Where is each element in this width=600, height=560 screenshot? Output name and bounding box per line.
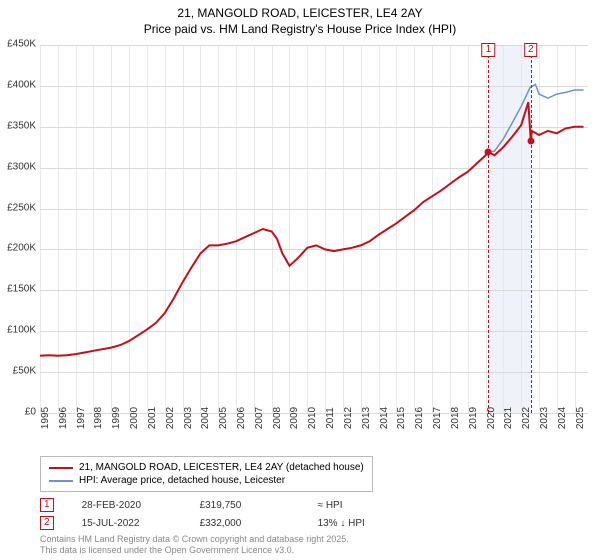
y-tick-label: £200K xyxy=(7,243,36,254)
x-tick-label: 2003 xyxy=(183,407,194,429)
x-tick-label: 1998 xyxy=(93,407,104,429)
marker-date: 28-FEB-2020 xyxy=(82,500,172,511)
footer-line2: This data is licensed under the Open Gov… xyxy=(40,545,349,556)
marker-label: 2 xyxy=(524,43,538,57)
x-tick-label: 1999 xyxy=(111,407,122,429)
y-tick-label: £150K xyxy=(7,284,36,295)
x-tick-label: 2014 xyxy=(379,407,390,429)
marker-dot xyxy=(527,138,534,145)
marker-table-row: 1 28-FEB-2020 £319,750 ≈ HPI xyxy=(40,496,408,514)
x-tick-label: 2007 xyxy=(254,407,265,429)
footer: Contains HM Land Registry data © Crown c… xyxy=(40,534,349,556)
y-axis-ticks: £0£50K£100K£150K£200K£250K£300K£350K£400… xyxy=(0,44,38,412)
chart-title: 21, MANGOLD ROAD, LEICESTER, LE4 2AY Pri… xyxy=(0,0,600,37)
y-tick-label: £250K xyxy=(7,202,36,213)
marker-line xyxy=(531,45,532,413)
y-tick-label: £300K xyxy=(7,161,36,172)
marker-dot xyxy=(485,148,492,155)
title-line1: 21, MANGOLD ROAD, LEICESTER, LE4 2AY xyxy=(0,6,600,22)
y-tick-label: £100K xyxy=(7,325,36,336)
legend-row: 21, MANGOLD ROAD, LEICESTER, LE4 2AY (de… xyxy=(49,461,364,474)
x-tick-label: 2005 xyxy=(218,407,229,429)
x-tick-label: 1996 xyxy=(58,407,69,429)
legend-label: 21, MANGOLD ROAD, LEICESTER, LE4 2AY (de… xyxy=(79,462,364,473)
marker-price: £319,750 xyxy=(200,500,290,511)
x-tick-label: 2010 xyxy=(307,407,318,429)
x-tick-label: 2012 xyxy=(343,407,354,429)
x-tick-label: 2019 xyxy=(468,407,479,429)
legend: 21, MANGOLD ROAD, LEICESTER, LE4 2AY (de… xyxy=(40,456,373,492)
legend-swatch xyxy=(49,467,73,469)
legend-row: HPI: Average price, detached house, Leic… xyxy=(49,474,364,487)
x-tick-label: 2023 xyxy=(539,407,550,429)
legend-label: HPI: Average price, detached house, Leic… xyxy=(79,475,285,486)
y-tick-label: £350K xyxy=(7,120,36,131)
x-tick-label: 2025 xyxy=(575,407,586,429)
legend-swatch xyxy=(49,480,73,482)
x-tick-label: 2020 xyxy=(486,407,497,429)
x-tick-label: 2002 xyxy=(165,407,176,429)
x-tick-label: 2006 xyxy=(236,407,247,429)
x-tick-label: 2015 xyxy=(396,407,407,429)
marker-table: 1 28-FEB-2020 £319,750 ≈ HPI 2 15-JUL-2022 £33… xyxy=(40,496,408,532)
title-line2: Price paid vs. HM Land Registry's House … xyxy=(0,22,600,38)
x-tick-label: 2000 xyxy=(129,407,140,429)
marker-table-row: 2 15-JUL-2022 £332,000 13% ↓ HPI xyxy=(40,514,408,532)
x-tick-label: 2021 xyxy=(503,407,514,429)
marker-price: £332,000 xyxy=(200,518,290,529)
x-tick-label: 2022 xyxy=(521,407,532,429)
y-tick-label: £400K xyxy=(7,79,36,90)
x-tick-label: 2013 xyxy=(361,407,372,429)
plot-area: 12 xyxy=(40,44,588,413)
marker-badge: 2 xyxy=(40,516,54,530)
series-line xyxy=(488,84,583,151)
y-tick-label: £450K xyxy=(7,39,36,50)
y-tick-label: £50K xyxy=(13,366,36,377)
x-tick-label: 2018 xyxy=(450,407,461,429)
x-tick-label: 2009 xyxy=(289,407,300,429)
footer-line1: Contains HM Land Registry data © Crown c… xyxy=(40,534,349,545)
x-tick-label: 2011 xyxy=(325,407,336,429)
chart-container: 21, MANGOLD ROAD, LEICESTER, LE4 2AY Pri… xyxy=(0,0,600,560)
marker-badge: 1 xyxy=(40,498,54,512)
x-tick-label: 2024 xyxy=(557,407,568,429)
x-tick-label: 2008 xyxy=(272,407,283,429)
x-tick-label: 1997 xyxy=(76,407,87,429)
x-tick-label: 2004 xyxy=(200,407,211,429)
x-tick-label: 2017 xyxy=(432,407,443,429)
x-axis-ticks: 1995199619971998199920002001200220032004… xyxy=(40,414,588,454)
marker-label: 1 xyxy=(482,43,496,57)
x-tick-label: 1995 xyxy=(40,407,51,429)
x-tick-label: 2001 xyxy=(147,407,158,429)
marker-delta: 13% ↓ HPI xyxy=(318,518,408,529)
y-tick-label: £0 xyxy=(25,407,36,418)
marker-date: 15-JUL-2022 xyxy=(82,518,172,529)
marker-line xyxy=(488,45,489,413)
chart-svg xyxy=(40,45,588,413)
marker-delta: ≈ HPI xyxy=(318,500,408,511)
x-tick-label: 2016 xyxy=(414,407,425,429)
